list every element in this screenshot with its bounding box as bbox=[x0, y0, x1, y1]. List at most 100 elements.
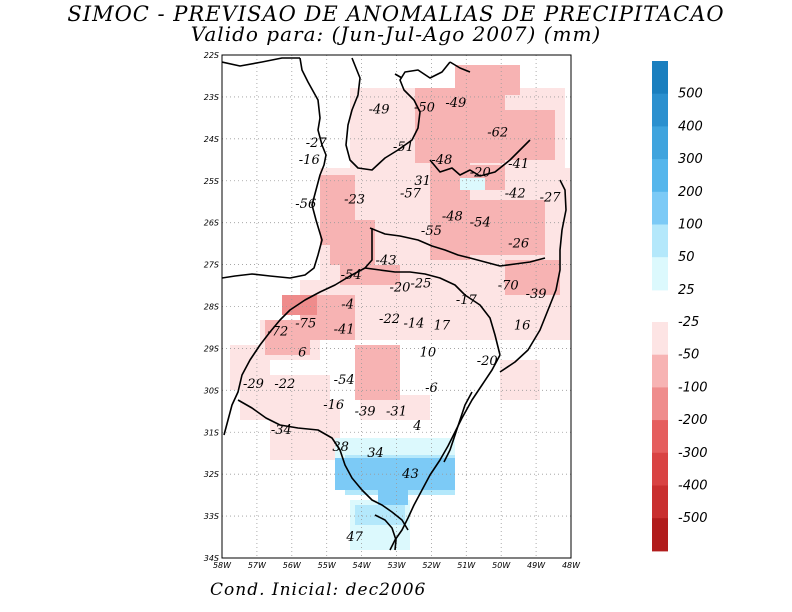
anomaly-value: -42 bbox=[505, 186, 526, 201]
lat-tick-label: 23S bbox=[204, 93, 219, 102]
anomaly-value: -16 bbox=[323, 398, 344, 413]
colorbar-label: -100 bbox=[678, 380, 708, 395]
anomaly-value: -72 bbox=[267, 325, 288, 340]
longitude-ticks: 58W 57W 56W 55W 54W 53W 52W 51W 50W 49W 48W bbox=[213, 561, 581, 570]
lon-tick-label: 51W bbox=[457, 561, 476, 570]
anomaly-value: -54 bbox=[470, 216, 491, 231]
anomaly-value: -20 bbox=[470, 165, 491, 180]
lat-tick-label: 27S bbox=[204, 261, 219, 270]
anomaly-value: -20 bbox=[477, 354, 498, 369]
anomaly-value: -14 bbox=[403, 316, 424, 331]
colorbar-label: 500 bbox=[678, 87, 703, 102]
colorbar-label: -50 bbox=[678, 348, 699, 363]
colorbar-swatch bbox=[652, 61, 668, 95]
anomaly-value: -55 bbox=[421, 224, 442, 239]
colorbar-swatch bbox=[652, 420, 668, 454]
colorbar-label: -200 bbox=[678, 413, 708, 428]
colorbar-swatch bbox=[652, 191, 668, 225]
lon-tick-label: 49W bbox=[527, 561, 546, 570]
colorbar-swatch bbox=[652, 93, 668, 127]
lat-tick-label: 31S bbox=[204, 428, 219, 437]
colorbar-swatch bbox=[652, 354, 668, 388]
anomaly-value: 17 bbox=[434, 318, 451, 333]
lat-tick-label: 22S bbox=[204, 51, 219, 60]
lat-tick-label: 30S bbox=[204, 386, 219, 395]
colorbar-swatch bbox=[652, 126, 668, 160]
anomaly-shading bbox=[230, 65, 571, 550]
lon-tick-label: 52W bbox=[422, 561, 441, 570]
anomaly-value: -39 bbox=[526, 287, 547, 302]
map-frame bbox=[221, 54, 572, 559]
anomaly-value: -50 bbox=[414, 100, 435, 115]
colorbar-label: 100 bbox=[678, 218, 703, 233]
anomaly-value: -70 bbox=[498, 279, 519, 294]
colorbar-negative: -25 -50 -100 -200 -300 -400 -500 bbox=[652, 315, 708, 552]
lon-tick-label: 58W bbox=[213, 561, 232, 570]
anomaly-value: 43 bbox=[401, 467, 419, 482]
anomaly-value: 6 bbox=[298, 346, 306, 361]
lat-tick-label: 29S bbox=[204, 344, 219, 353]
anomaly-value: -49 bbox=[445, 96, 466, 111]
anomaly-value: -57 bbox=[400, 186, 422, 201]
anomaly-value: -27 bbox=[306, 136, 328, 151]
colorbar-swatch bbox=[652, 518, 668, 552]
anomaly-value: -17 bbox=[456, 293, 478, 308]
anomaly-value: -39 bbox=[355, 404, 376, 419]
anomaly-value: -48 bbox=[431, 153, 452, 168]
anomaly-value: -54 bbox=[334, 373, 355, 388]
lat-tick-label: 32S bbox=[204, 470, 219, 479]
lon-tick-label: 57W bbox=[248, 561, 267, 570]
colorbar-swatch bbox=[652, 452, 668, 486]
anomaly-value: -4 bbox=[341, 297, 354, 312]
lon-tick-label: 50W bbox=[492, 561, 511, 570]
lat-tick-label: 33S bbox=[204, 512, 219, 521]
colorbar-swatch bbox=[652, 485, 668, 519]
colorbar-label: -300 bbox=[678, 446, 708, 461]
anomaly-value: -34 bbox=[271, 423, 292, 438]
anomaly-value: -41 bbox=[508, 157, 529, 172]
anomaly-value: 47 bbox=[345, 530, 363, 545]
lon-tick-label: 56W bbox=[283, 561, 302, 570]
anomaly-value: -25 bbox=[410, 276, 431, 291]
latitude-ticks: 22S 23S 24S 25S 26S 27S 28S 29S 30S 31S 32S 33S 34S bbox=[204, 51, 219, 563]
lat-tick-label: 25S bbox=[204, 177, 219, 186]
map-title: SIMOC - PREVISAO DE ANOMALIAS DE PRECIPI… bbox=[67, 2, 725, 26]
lon-tick-label: 53W bbox=[387, 561, 406, 570]
colorbar-label: 400 bbox=[678, 119, 703, 134]
anomaly-value: 4 bbox=[412, 419, 421, 434]
colorbar-label: -25 bbox=[678, 315, 699, 330]
anomaly-value: 10 bbox=[420, 346, 437, 361]
anomaly-value-labels: -49 -50 -49 -62 -27 -51 -16 -48 -41 -20 31 -42 -27 -5… bbox=[243, 96, 561, 545]
colorbar-swatch bbox=[652, 224, 668, 258]
anomaly-value: 38 bbox=[332, 440, 349, 455]
anomaly-value: -22 bbox=[274, 377, 295, 392]
anomaly-value: -31 bbox=[386, 404, 407, 419]
anomaly-value: 31 bbox=[414, 174, 431, 189]
colorbar-label: 25 bbox=[678, 283, 695, 298]
lat-tick-label: 24S bbox=[204, 135, 219, 144]
anomaly-value: -51 bbox=[393, 140, 414, 155]
state-borders bbox=[222, 57, 567, 551]
colorbar-label: -400 bbox=[678, 479, 708, 494]
initial-condition-label: Cond. Inicial: dec2006 bbox=[210, 580, 427, 600]
anomaly-value: -29 bbox=[243, 377, 264, 392]
colorbar-label: 200 bbox=[678, 185, 703, 200]
anomaly-value: -62 bbox=[487, 126, 508, 141]
colorbar-label: 50 bbox=[678, 250, 695, 265]
lat-tick-label: 28S bbox=[204, 303, 219, 312]
map-subtitle: Valido para: (Jun-Jul-Ago 2007) (mm) bbox=[190, 22, 602, 46]
anomaly-value: -48 bbox=[442, 209, 463, 224]
anomaly-value: -75 bbox=[295, 316, 316, 331]
anomaly-value: -27 bbox=[540, 191, 562, 206]
anomaly-value: 16 bbox=[514, 318, 531, 333]
anomaly-value: -23 bbox=[344, 193, 365, 208]
anomaly-value: -41 bbox=[334, 323, 355, 338]
lat-tick-label: 26S bbox=[204, 219, 219, 228]
colorbar-swatch bbox=[652, 387, 668, 421]
anomaly-value: -49 bbox=[369, 102, 390, 117]
colorbar-label: 300 bbox=[678, 152, 703, 167]
anomaly-value: -43 bbox=[376, 253, 397, 268]
anomaly-value: -22 bbox=[379, 312, 400, 327]
anomaly-value: -20 bbox=[390, 281, 411, 296]
